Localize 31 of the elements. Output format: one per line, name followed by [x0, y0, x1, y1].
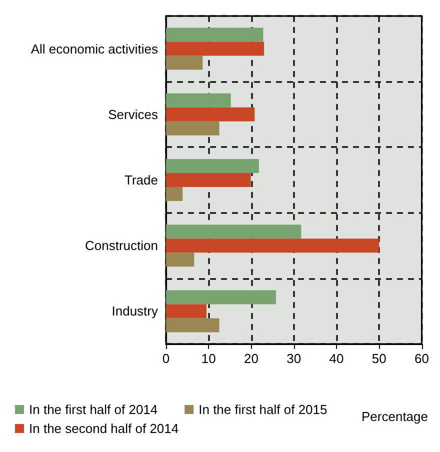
- x-tick-label: 40: [329, 351, 344, 366]
- x-axis-title: Percentage: [362, 409, 428, 424]
- bar: [166, 93, 231, 108]
- y-tick-label: Trade: [124, 172, 158, 188]
- bar: [166, 304, 206, 318]
- legend-label: In the first half of 2015: [198, 402, 328, 417]
- bar: [166, 173, 251, 187]
- y-tick-label: All economic activities: [30, 41, 158, 56]
- bar: [166, 224, 302, 239]
- y-tick-label: Industry: [112, 304, 158, 319]
- x-tick-label: 30: [286, 351, 302, 366]
- bar: [166, 252, 194, 267]
- bar: [166, 238, 380, 253]
- bar: [166, 187, 183, 201]
- bar: [166, 28, 264, 42]
- bar: [166, 42, 264, 56]
- bar: [166, 107, 255, 122]
- bar: [166, 318, 220, 332]
- x-tick-label: 50: [372, 351, 386, 366]
- x-tick-label: 20: [244, 351, 258, 366]
- legend-label: In the second half of 2014: [29, 421, 179, 436]
- bar: [166, 290, 276, 304]
- bar: [166, 121, 220, 136]
- bar: [166, 159, 259, 173]
- x-tick-label: 10: [201, 351, 216, 366]
- y-tick-label: Services: [108, 106, 158, 122]
- y-tick-label: Construction: [85, 238, 158, 254]
- bar: [166, 56, 203, 70]
- x-tick-label: 60: [414, 351, 430, 366]
- legend-label: In the first half of 2014: [29, 402, 158, 417]
- x-tick-label: 0: [162, 351, 170, 366]
